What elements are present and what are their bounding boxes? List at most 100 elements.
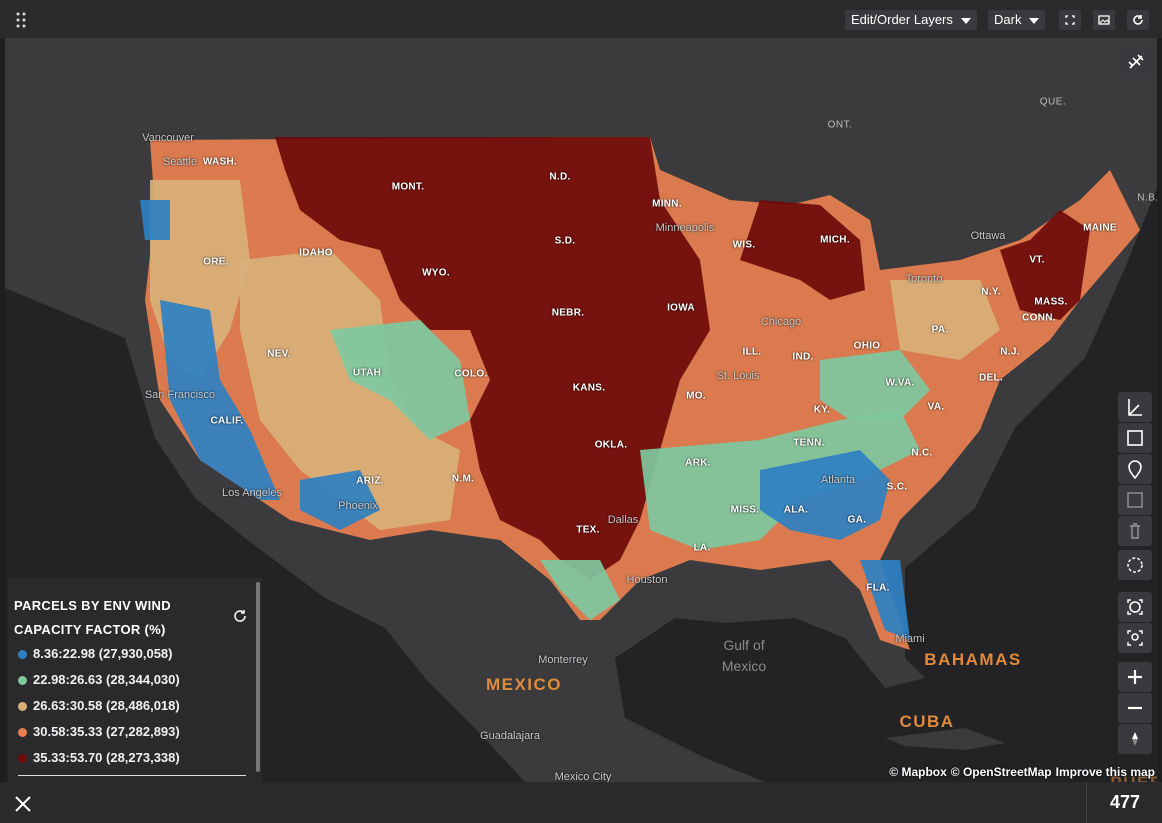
map-label: MASS. [1034,296,1068,308]
map-label: KY. [813,404,831,416]
map-label: N.B. [1137,192,1157,204]
legend-refresh[interactable] [232,608,248,624]
delete-tool[interactable] [1118,516,1152,546]
map-label: IND. [792,351,814,363]
legend-entry[interactable]: 30.58:35.33 (27,282,893) [18,724,180,739]
parcel-region[interactable] [160,300,280,500]
map-label: Mexico City [554,771,612,782]
map-label: NEBR. [551,307,585,319]
parcel-region[interactable] [820,350,930,420]
map-label: ONT. [827,119,853,131]
attribution-osm[interactable]: © OpenStreetMap [950,765,1052,779]
map-label: S.D. [554,235,576,247]
map-label: MAINE [1083,222,1117,234]
legend-entry[interactable]: 35.33:53.70 (28,273,338) [18,750,180,765]
zoom-selection[interactable] [1118,623,1152,653]
legend-entry[interactable]: 22.98:26.63 (28,344,030) [18,672,180,687]
parcel-region[interactable] [860,560,910,640]
map-label: MEXICO [485,675,563,694]
compass[interactable] [1118,724,1152,754]
map-label: KANS. [572,382,606,394]
map-label: WIS. [732,239,756,251]
map-label: ORE. [203,256,229,268]
fullscreen-button[interactable] [1059,10,1081,30]
map-label: ARK. [685,457,711,469]
map-label: Toronto [905,273,943,285]
attribution: © Mapbox © OpenStreetMap Improve this map [885,765,1155,779]
legend-scrollbar[interactable] [256,582,260,772]
edit-tool[interactable] [1118,485,1152,515]
zoom-in[interactable] [1118,662,1152,692]
map-label: N.D. [549,171,571,183]
select-tool[interactable] [1118,550,1152,580]
map-label: Houston [626,574,668,586]
legend-entry[interactable]: 26.63:30.58 (28,486,018) [18,698,180,713]
map-label: VT. [1029,254,1045,266]
legend-label: 22.98:26.63 (28,344,030) [33,672,180,687]
point-tool[interactable] [1118,454,1152,484]
map-label: MO. [686,390,706,402]
zoom-out[interactable] [1118,693,1152,723]
refresh-button[interactable] [1127,10,1149,30]
draw-box-tool[interactable] [1118,423,1152,453]
parcel-region[interactable] [740,200,865,300]
image-button[interactable] [1093,10,1115,30]
map-label: IOWA [667,302,695,314]
measure-tool[interactable] [1118,392,1152,422]
zoom-extent[interactable] [1118,592,1152,622]
parcel-region[interactable] [540,560,620,620]
map-label: FLA. [866,582,890,594]
map-label: TEX. [576,524,600,536]
map-label: Atlanta [820,474,856,486]
map-label: S.C. [886,481,908,493]
map-label: UTAH [352,367,382,379]
parcel-region[interactable] [275,137,710,580]
legend-swatch [18,754,27,764]
land [885,728,1005,750]
legend-divider [18,775,246,776]
parcel-region[interactable] [300,470,380,530]
map-label: MICH. [820,234,850,246]
map-label: Guadalajara [480,730,540,742]
basemap-button-label: Dark [994,12,1022,27]
parcel-region[interactable] [1000,210,1090,320]
map-label: Gulf of [723,637,765,653]
satellite-toggle[interactable] [1120,46,1152,78]
legend-label: 35.33:53.70 (28,273,338) [33,750,180,765]
map-label: Miami [895,633,925,645]
top-bar: Edit/Order Layers Dark [0,0,1162,38]
legend-title: PARCELS BY ENV WIND CAPACITY FACTOR (%) [14,598,171,637]
map-label: WASH. [202,156,238,168]
map-label: Mexico [721,658,767,674]
map[interactable]: EdmontonMAN.ONT.QUE.N.B.VancouverSeattle… [5,38,1157,782]
map-label: Vancouver [142,132,194,144]
map-label: Monterrey [538,654,588,666]
bottom-bar: 477 [0,782,1162,823]
map-label: W.VA. [885,377,915,389]
attribution-improve[interactable]: Improve this map [1055,765,1155,779]
map-label: ARIZ. [356,475,384,487]
close-button[interactable] [14,795,32,813]
parcel-region[interactable] [760,450,890,540]
drag-handle[interactable] [16,12,26,28]
map-label: OHIO [853,340,881,352]
layers-button[interactable]: Edit/Order Layers [845,10,977,30]
parcel-region[interactable] [330,320,470,440]
map-label: PA. [931,324,949,336]
map-label: PUER [1110,773,1157,782]
attribution-mapbox[interactable]: © Mapbox [889,765,947,779]
legend-entry[interactable]: 8.36:22.98 (27,930,058) [18,646,173,661]
map-label: ALA. [783,504,809,516]
parcel-region[interactable] [240,250,460,530]
basemap-button[interactable]: Dark [988,10,1046,30]
map-label: Phoenix [338,500,378,512]
legend: PARCELS BY ENV WIND CAPACITY FACTOR (%) … [8,578,262,782]
parcel-region[interactable] [140,200,170,240]
map-label: N.C. [911,447,933,459]
map-label: St. Louis [716,370,760,382]
map-label: ILL. [742,346,762,358]
legend-swatch [18,702,27,712]
map-label: N.J. [1000,346,1020,358]
parcel-region[interactable] [890,280,1000,360]
